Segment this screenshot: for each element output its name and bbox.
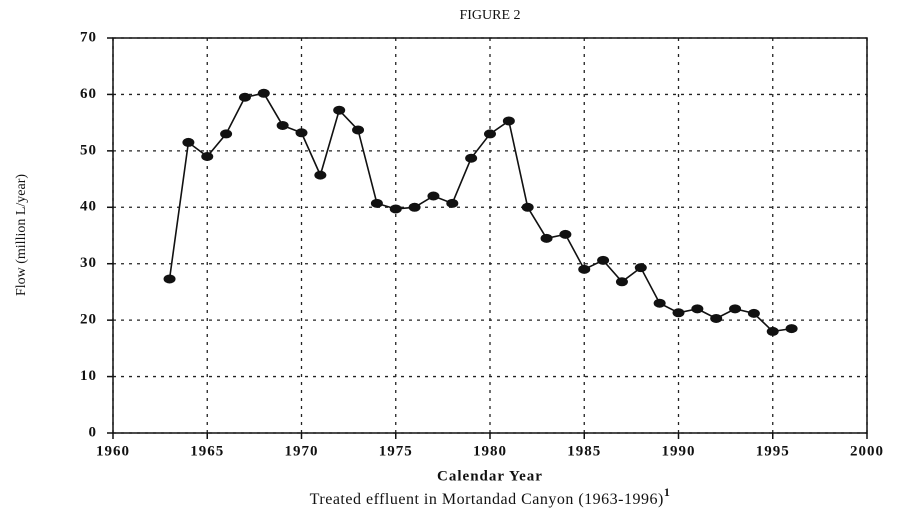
data-point	[502, 116, 515, 126]
x-tick-label: 1995	[756, 443, 790, 459]
y-tick-label: 50	[80, 142, 97, 158]
data-point	[710, 313, 723, 323]
data-point	[747, 308, 760, 318]
x-tick-label: 1980	[473, 443, 507, 459]
x-tick-label: 1965	[190, 443, 224, 459]
data-point	[521, 202, 534, 212]
data-point	[389, 204, 402, 214]
caption-footnote: 1	[664, 485, 671, 499]
data-line	[168, 92, 792, 333]
data-point	[672, 308, 685, 318]
caption: Treated effluent in Mortandad Canyon (19…	[310, 485, 671, 508]
data-point	[691, 304, 704, 314]
data-point	[257, 88, 270, 98]
y-tick-label: 30	[80, 255, 97, 271]
data-point	[333, 105, 346, 115]
data-point	[370, 198, 383, 208]
data-point	[785, 324, 798, 334]
data-point	[238, 92, 251, 102]
data-point	[295, 128, 308, 138]
data-point	[352, 125, 365, 135]
data-point	[163, 274, 176, 284]
x-tick-label: 1985	[567, 443, 601, 459]
data-point	[578, 264, 591, 274]
data-point	[314, 170, 327, 180]
y-axis-label: Flow (million L/year)	[14, 174, 29, 296]
x-tick-label: 1975	[379, 443, 413, 459]
data-point	[559, 229, 572, 239]
x-tick-label: 2000	[850, 443, 884, 459]
data-point	[634, 263, 647, 273]
data-point	[729, 304, 742, 314]
x-tick-label: 1960	[96, 443, 130, 459]
data-point	[201, 152, 214, 161]
chart-title: FIGURE 2	[459, 8, 520, 23]
y-tick-label: 40	[80, 199, 97, 215]
data-point	[615, 277, 628, 287]
caption-text: Treated effluent in Mortandad Canyon (19…	[310, 491, 664, 508]
data-point	[427, 191, 440, 201]
y-tick-label: 70	[80, 29, 97, 45]
data-point	[653, 298, 666, 308]
data-point	[408, 202, 421, 212]
plot-frame	[112, 37, 868, 434]
data-point	[276, 120, 289, 130]
y-tick-label: 20	[80, 312, 97, 328]
x-tick-label: 1990	[662, 443, 696, 459]
x-tick-label: 1970	[285, 443, 319, 459]
data-point	[446, 198, 459, 208]
data-point	[597, 255, 610, 265]
data-point	[766, 326, 779, 336]
y-tick-label: 10	[80, 368, 97, 384]
x-axis-label: Calendar Year	[437, 468, 543, 484]
data-point	[465, 153, 478, 163]
data-point	[484, 129, 496, 139]
data-point	[182, 137, 195, 147]
data-point	[220, 129, 233, 139]
data-point	[540, 233, 553, 243]
y-tick-label: 60	[80, 86, 97, 102]
y-tick-label: 0	[89, 424, 98, 440]
